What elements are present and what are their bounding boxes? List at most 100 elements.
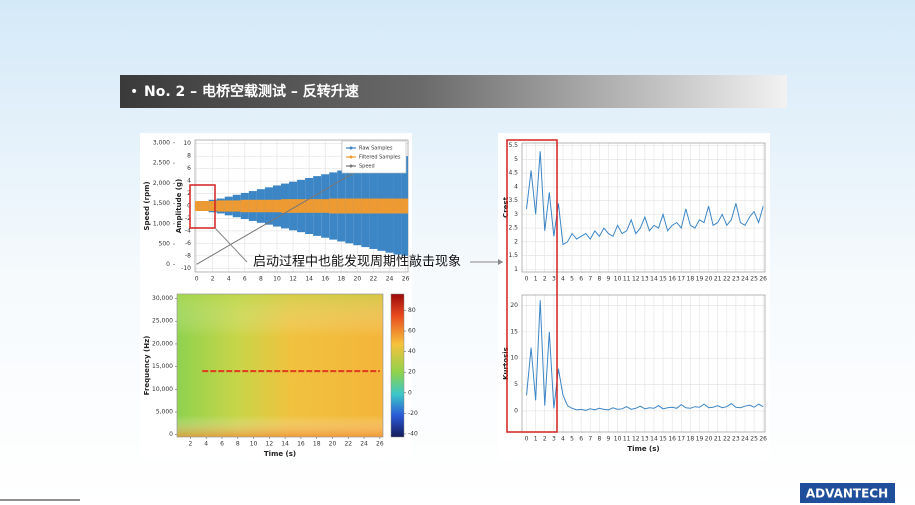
y-axis-label: Frequency (Hz) xyxy=(143,336,151,396)
colorbar-tick-label: -20 xyxy=(408,410,418,417)
y-axis-label: Amplitude (g) xyxy=(175,179,183,233)
y-tick-label: 15 xyxy=(510,328,518,335)
colorbar-tick-label: 40 xyxy=(408,348,416,355)
x-tick-label: 20 xyxy=(705,436,713,443)
y2-tick-label: 500 xyxy=(159,241,171,248)
x-tick-label: 12 xyxy=(632,276,640,283)
y-tick-label: -4 xyxy=(185,227,191,234)
y-tick-label: 20,000 xyxy=(152,340,173,347)
x-tick-label: 22 xyxy=(344,441,352,448)
y-tick-label: 25,000 xyxy=(152,318,173,325)
x-tick-label: 24 xyxy=(386,276,394,283)
envelope-bar xyxy=(240,199,249,213)
x-tick-label: 0 xyxy=(525,436,529,443)
x-tick-label: 14 xyxy=(650,436,658,443)
y-tick-label: 10 xyxy=(510,355,518,362)
envelope-bar xyxy=(313,199,322,213)
x-tick-label: 3 xyxy=(552,276,556,283)
y2-tick-label: 2,000 xyxy=(153,180,170,187)
x-tick-label: 9 xyxy=(607,436,611,443)
y-tick-label: 30,000 xyxy=(152,295,173,302)
title-bar xyxy=(120,75,787,108)
envelope-bar xyxy=(393,198,402,214)
x-tick-label: 8 xyxy=(597,436,601,443)
x-tick-label: 22 xyxy=(723,436,731,443)
x-tick-label: 7 xyxy=(588,276,592,283)
y-tick-label: 15,000 xyxy=(152,363,173,370)
x-tick-label: 13 xyxy=(641,276,649,283)
plot-area xyxy=(522,143,765,272)
colorbar-tick-label: -40 xyxy=(408,430,418,437)
x-tick-label: 16 xyxy=(321,276,329,283)
x-tick-label: 11 xyxy=(623,436,631,443)
y2-tick-label: 1,000 xyxy=(153,220,170,227)
x-tick-label: 12 xyxy=(289,276,297,283)
y-tick-label: 5,000 xyxy=(156,409,173,416)
envelope-bar xyxy=(297,199,306,213)
colorbar-tick-label: 0 xyxy=(408,389,412,396)
y-tick-label: 4 xyxy=(187,178,191,185)
slide-title: No. 2 – 电桥空载测试 – 反转升速 xyxy=(144,83,359,100)
envelope-bar xyxy=(329,198,338,214)
x-tick-label: 22 xyxy=(370,276,378,283)
x-tick-label: 3 xyxy=(552,436,556,443)
x-tick-label: 10 xyxy=(614,276,622,283)
x-tick-label: 15 xyxy=(659,276,667,283)
x-tick-label: 15 xyxy=(659,436,667,443)
envelope-bar xyxy=(377,198,386,214)
x-axis-label: Time (s) xyxy=(264,450,296,458)
x-tick-label: 22 xyxy=(723,276,731,283)
y-tick-label: -10 xyxy=(181,265,191,272)
y-tick-label: -8 xyxy=(185,252,191,259)
x-tick-label: 10 xyxy=(250,441,258,448)
colorbar-tick-label: 80 xyxy=(408,307,416,314)
x-tick-label: 0 xyxy=(195,276,199,283)
x-tick-label: 8 xyxy=(236,441,240,448)
x-tick-label: 6 xyxy=(579,436,583,443)
plot-area xyxy=(522,295,765,432)
y-tick-label: -6 xyxy=(185,240,191,247)
legend-label: Speed xyxy=(359,164,375,170)
charts: 0 2 4 6 8 10 12 14 16 18 20 22 24 26-10-8-6-4-2024681… xyxy=(143,139,767,458)
y-tick-label: 3 xyxy=(514,211,518,218)
x-tick-label: 23 xyxy=(732,276,740,283)
envelope-bar xyxy=(208,201,217,211)
x-tick-label: 9 xyxy=(607,276,611,283)
y-axis-label: Kurtosis xyxy=(502,347,510,380)
heatmap-shade xyxy=(177,294,383,437)
plot-border xyxy=(521,142,766,273)
x-tick-label: 2 xyxy=(543,436,547,443)
logo: ADVANTECH xyxy=(806,487,888,501)
y-axis-label: Crest xyxy=(502,196,510,218)
x-tick-label: 5 xyxy=(570,436,574,443)
x-tick-label: 4 xyxy=(227,276,231,283)
x-tick-label: 12 xyxy=(266,441,274,448)
x-tick-label: 6 xyxy=(220,441,224,448)
x-tick-label: 13 xyxy=(641,436,649,443)
x-tick-label: 1 xyxy=(534,436,538,443)
x-tick-label: 24 xyxy=(360,441,368,448)
x-tick-label: 17 xyxy=(677,436,685,443)
y-tick-label: 0 xyxy=(514,407,518,414)
envelope-bar xyxy=(256,199,265,213)
envelope-bar xyxy=(305,199,314,213)
envelope-bar xyxy=(281,199,290,213)
x-tick-label: 2 xyxy=(211,276,215,283)
envelope-bar xyxy=(289,199,298,213)
envelope-bar xyxy=(272,199,282,213)
y-tick-label: 6 xyxy=(187,165,191,172)
series-line xyxy=(526,300,764,411)
envelope-bar xyxy=(321,199,330,213)
legend-label: Raw Samples xyxy=(359,146,393,152)
x-tick-label: 17 xyxy=(677,276,685,283)
y-tick-label: 2 xyxy=(187,190,191,197)
plot-border xyxy=(521,294,766,433)
x-tick-label: 26 xyxy=(376,441,384,448)
colorbar-tick-label: 20 xyxy=(408,369,416,376)
x-tick-label: 1 xyxy=(534,276,538,283)
logo-box xyxy=(800,483,895,503)
y-tick-label: 1 xyxy=(514,266,518,273)
legend-marker xyxy=(349,146,353,150)
y-tick-label: 0 xyxy=(187,203,191,210)
y2-tick-label: 0 xyxy=(166,261,170,268)
